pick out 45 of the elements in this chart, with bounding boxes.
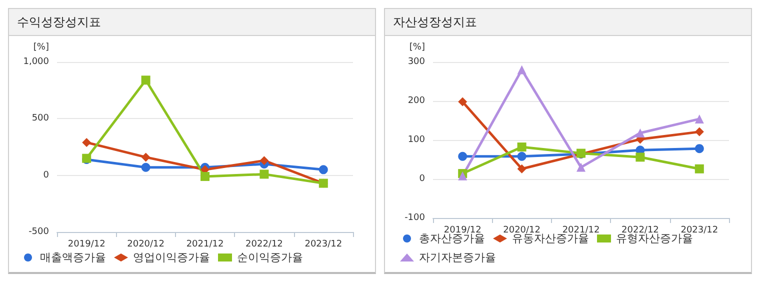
point [576,162,586,172]
point [517,65,526,74]
point [694,144,704,154]
y-tick-label: 200 [408,96,426,106]
y-tick-label: 100 [408,135,426,145]
legend-label: 순이익증가율 [237,251,303,264]
y-axis-title: [%] [409,42,425,52]
legend-label: 유형자산증가율 [616,232,693,245]
point [200,172,210,181]
point [694,114,704,124]
point [260,170,269,179]
legend-label: 자기자본증가율 [419,251,496,264]
point [458,152,468,161]
y-tick-label: 500 [32,114,50,124]
point [694,164,704,174]
chart-title: 자산성장성지표 [385,9,751,36]
y-tick-label: 0 [419,174,426,184]
x-tick-label: 2023/12 [304,240,342,250]
y-axis-title: [%] [33,42,49,52]
point [636,128,645,138]
point [517,164,526,174]
x-tick-label: 2022/12 [246,240,283,250]
y-tick-label: 1,000 [23,57,50,67]
legend-label: 매출액증가율 [40,251,106,264]
y-tick-label: -100 [404,213,426,223]
point [517,142,526,152]
point [141,162,150,172]
point [694,127,704,136]
point [141,76,150,85]
x-tick-label: 2021/12 [186,240,224,250]
y-tick-label: -500 [28,227,50,237]
legend-label: 총자산증가율 [419,232,485,245]
point [458,97,468,106]
point [82,138,92,147]
y-tick-label: 300 [408,57,426,67]
chart-title: 수익성장성지표 [9,9,375,36]
x-tick-label: 2020/12 [127,240,164,250]
point [517,152,526,161]
point [141,152,150,162]
point [318,165,328,174]
y-tick-label: 0 [43,170,50,180]
legend-label: 영업이익증가율 [133,251,210,264]
point [636,152,645,162]
x-tick-label: 2019/12 [68,240,106,250]
point [260,156,269,166]
